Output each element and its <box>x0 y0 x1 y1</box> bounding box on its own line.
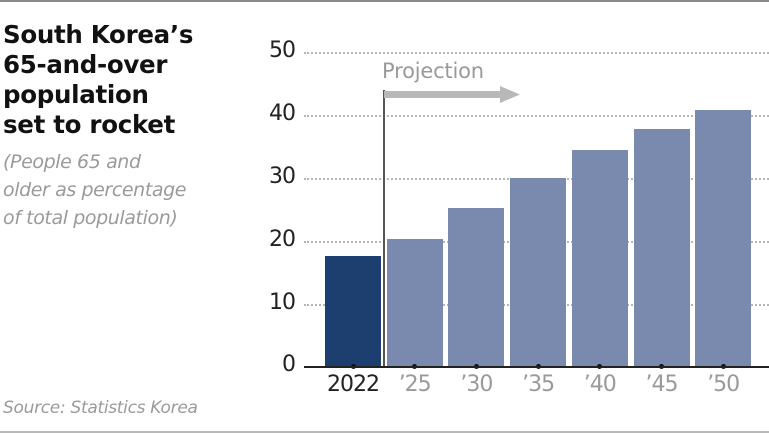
x-tick-label: ’30 <box>460 372 493 397</box>
bar-6 <box>695 109 752 366</box>
bar-2 <box>448 207 505 366</box>
subtitle-line: of total population) <box>3 207 178 229</box>
y-tick-label: 20 <box>269 227 296 252</box>
gridline <box>304 52 769 54</box>
projection-divider <box>383 90 385 366</box>
x-tick-label: 2022 <box>327 372 380 397</box>
y-tick-label: 30 <box>269 164 296 189</box>
y-tick-label: 40 <box>269 101 296 126</box>
y-tick-label: 10 <box>269 290 296 315</box>
bar-3 <box>510 177 567 366</box>
title-line: set to rocket <box>3 110 176 139</box>
title-line: population <box>3 80 149 109</box>
y-tick-label: 0 <box>282 352 296 377</box>
subtitle-line: (People 65 and <box>3 151 141 173</box>
subtitle-line: older as percentage <box>3 179 187 201</box>
x-tick-label: ’25 <box>398 372 432 397</box>
x-tick-label: ’40 <box>583 372 617 397</box>
arrow-right-icon <box>384 86 520 103</box>
x-tick-label: ’50 <box>707 372 740 397</box>
y-tick-label: 50 <box>269 38 296 63</box>
x-axis <box>304 366 769 368</box>
x-tick-label: ’35 <box>522 372 555 397</box>
bar-1 <box>386 238 443 366</box>
title-line: 65-and-over <box>3 50 168 79</box>
x-tick-label: ’45 <box>645 372 679 397</box>
gridline <box>304 115 769 117</box>
source-note: Source: Statistics Korea <box>3 398 198 418</box>
bar-5 <box>633 128 690 366</box>
bottom-rule <box>0 431 769 433</box>
top-rule <box>0 0 769 2</box>
chart-title: South Korea’s 65-and-over population set… <box>3 20 253 140</box>
title-line: South Korea’s <box>3 20 194 49</box>
bar-0 <box>325 256 381 366</box>
bar-4 <box>571 149 628 366</box>
chart-subtitle: (People 65 and older as percentage of to… <box>3 148 258 232</box>
projection-label: Projection <box>382 59 484 83</box>
